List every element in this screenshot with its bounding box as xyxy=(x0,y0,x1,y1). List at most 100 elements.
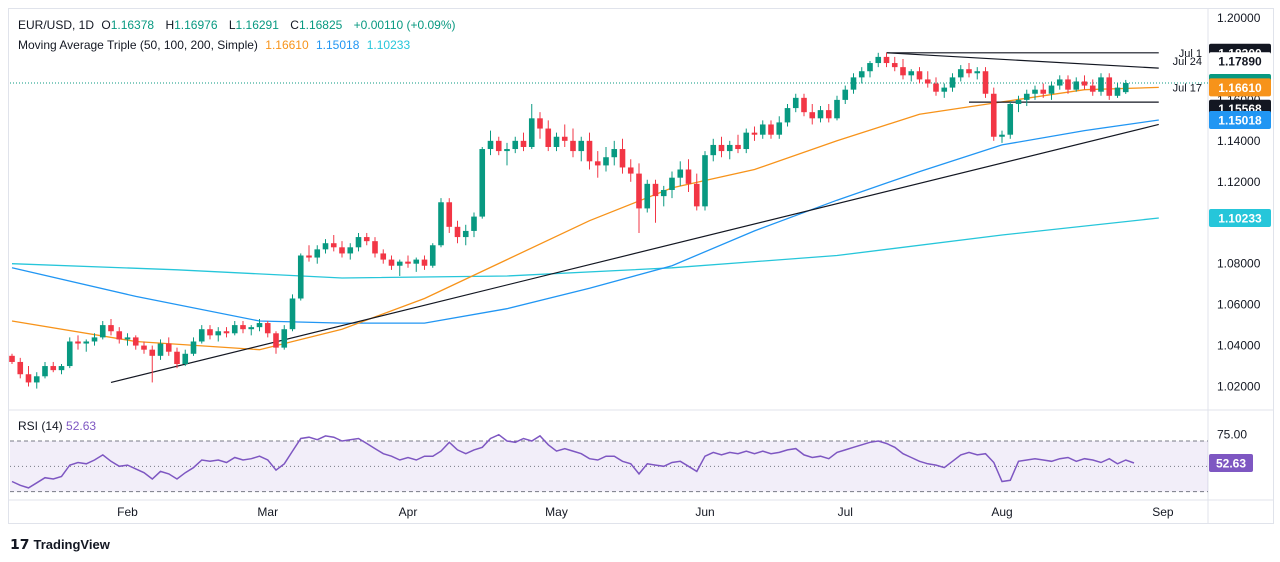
candle xyxy=(933,77,939,96)
candle-body xyxy=(99,325,106,338)
candle-body xyxy=(413,259,420,264)
x-tick-label: Jun xyxy=(695,505,714,519)
candle xyxy=(487,130,494,156)
candle-body xyxy=(446,202,453,227)
x-tick-label: Aug xyxy=(991,505,1012,519)
candle-body xyxy=(66,341,73,367)
candle xyxy=(834,95,840,121)
candle-body xyxy=(190,341,197,354)
candle-body xyxy=(735,144,741,150)
candle-body xyxy=(702,155,708,207)
rsi-tick-label: 75.00 xyxy=(1217,428,1247,442)
candle-body xyxy=(627,167,634,174)
candle-body xyxy=(75,341,81,344)
candle xyxy=(454,220,461,244)
candle-body xyxy=(174,351,180,365)
candle xyxy=(669,171,675,199)
candle-body xyxy=(1015,99,1022,104)
candle-body xyxy=(561,136,568,141)
candle-body xyxy=(776,122,783,135)
candle xyxy=(677,161,684,186)
candle-body xyxy=(281,329,288,348)
candle-body xyxy=(223,331,230,334)
candle xyxy=(372,237,378,258)
candle xyxy=(842,85,849,104)
candle-body xyxy=(347,247,354,254)
candle xyxy=(495,136,502,156)
candle xyxy=(66,337,73,369)
candle-body xyxy=(487,140,494,150)
tradingview-brand[interactable]: 𝟭𝟳 TradingView xyxy=(10,536,110,553)
candle xyxy=(182,349,189,367)
candle xyxy=(594,151,601,178)
candle xyxy=(132,335,139,350)
ma200-line xyxy=(11,217,1159,279)
candle-body xyxy=(726,144,733,152)
candle xyxy=(603,146,609,172)
candle xyxy=(578,136,585,162)
trendline xyxy=(110,123,1159,384)
candle xyxy=(297,253,304,301)
candle xyxy=(91,333,98,346)
ma-label[interactable]: Moving Average Triple (50, 100, 200, Sim… xyxy=(18,38,258,52)
price-tag-note: Jul 1 xyxy=(1179,48,1202,60)
candle xyxy=(17,357,24,379)
candle xyxy=(941,83,948,98)
candle-body xyxy=(330,243,337,248)
candle-body xyxy=(273,333,279,348)
candle xyxy=(289,294,296,332)
candle xyxy=(421,255,428,270)
candle-body xyxy=(900,67,906,76)
candle xyxy=(858,67,865,84)
candle-body xyxy=(669,177,675,190)
candle xyxy=(33,372,40,389)
price-tag-box xyxy=(1209,78,1271,97)
candle-body xyxy=(1114,87,1121,96)
candle-body xyxy=(240,325,246,330)
candle-body xyxy=(512,140,519,150)
candle-body xyxy=(710,144,717,156)
candle xyxy=(9,353,15,365)
candle-body xyxy=(842,89,849,100)
candle-body xyxy=(9,355,15,362)
candle xyxy=(784,103,791,127)
candle-body xyxy=(116,331,123,340)
candle xyxy=(99,321,106,340)
candle-body xyxy=(1073,81,1080,90)
candle-body xyxy=(215,331,222,336)
candle xyxy=(990,87,997,141)
candle-body xyxy=(471,216,477,231)
candle-body xyxy=(157,343,164,356)
symbol-label[interactable]: EUR/USD, 1D xyxy=(18,18,95,32)
candle-body xyxy=(941,87,948,92)
candle-body xyxy=(264,323,271,334)
candle-body xyxy=(248,327,255,330)
candle xyxy=(751,126,758,141)
price-tag: 1.15018 xyxy=(1209,110,1271,129)
x-tick-label: Mar xyxy=(257,505,278,519)
candle xyxy=(974,67,981,80)
candle xyxy=(1032,85,1038,100)
y-tick-label: 1.14000 xyxy=(1217,134,1261,148)
close-label: C xyxy=(290,18,299,32)
candle xyxy=(141,341,147,354)
candle-body xyxy=(594,161,601,166)
candle xyxy=(520,132,527,152)
candle-body xyxy=(1040,89,1047,94)
candle-body xyxy=(1089,85,1096,92)
candle-body xyxy=(982,71,989,94)
close-value: 1.16825 xyxy=(298,18,343,32)
ma200-value: 1.10233 xyxy=(366,38,411,52)
candle xyxy=(891,56,898,72)
price-chart[interactable]: 1.200001.180001.160001.140001.120001.100… xyxy=(0,0,1280,530)
candle xyxy=(116,327,123,344)
rsi-label[interactable]: RSI (14) xyxy=(18,419,63,433)
candle xyxy=(743,128,750,154)
candle-body xyxy=(495,140,502,152)
trendline xyxy=(886,52,1159,69)
candle-body xyxy=(1106,77,1113,96)
candle xyxy=(1081,75,1088,90)
candle-body xyxy=(108,325,114,332)
candle-body xyxy=(908,71,915,76)
price-tag-note: Jul 17 xyxy=(1173,82,1202,94)
